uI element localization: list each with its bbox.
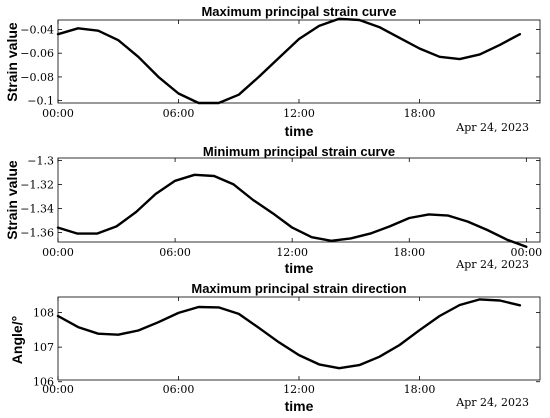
min-strain-plot-frame bbox=[57, 157, 541, 243]
min-strain-x-tick-label: 00:00 bbox=[510, 246, 542, 259]
strain-direction-x-tick-label: 06:00 bbox=[163, 383, 195, 396]
max-strain-x-tick-label: 12:00 bbox=[283, 107, 315, 120]
min-strain-x-tick-label: 12:00 bbox=[276, 246, 308, 259]
strain-direction-y-axis-label: Angle/° bbox=[9, 316, 25, 364]
strain-direction-series-line bbox=[56, 298, 522, 370]
min-strain-y-axis-label: Strain value bbox=[4, 160, 20, 240]
strain-direction-plot-frame bbox=[57, 296, 541, 381]
strain-direction-y-tick-label: 107 bbox=[33, 341, 54, 354]
max-strain-x-tick-label: 00:00 bbox=[42, 107, 74, 120]
min-strain-x-tick-label: 18:00 bbox=[393, 246, 425, 259]
max-strain-y-tick-label: −0.1 bbox=[27, 95, 54, 108]
min-strain-y-tick-label: −1.34 bbox=[20, 202, 54, 215]
max-strain-x-tick-label: 18:00 bbox=[404, 107, 436, 120]
min-strain-y-tick-label: −1.32 bbox=[20, 178, 54, 191]
min-strain-title: Minimum principal strain curve bbox=[203, 144, 395, 159]
max-strain-y-tick-label: −0.08 bbox=[20, 71, 54, 84]
min-strain-x-tick-label: 06:00 bbox=[159, 246, 191, 259]
strain-direction-x-axis-label: time bbox=[285, 398, 314, 414]
max-strain-title: Maximum principal strain curve bbox=[201, 4, 396, 19]
max-strain-date-offset: Apr 24, 2023 bbox=[455, 121, 529, 134]
min-strain-y-tick-label: −1.3 bbox=[27, 154, 54, 167]
strain-direction-x-tick-label: 12:00 bbox=[283, 383, 315, 396]
strain-direction-x-tick-label: 18:00 bbox=[404, 383, 436, 396]
max-strain-x-axis-label: time bbox=[285, 123, 314, 139]
min-strain-x-tick-label: 00:00 bbox=[42, 246, 74, 259]
max-strain-x-tick-label: 06:00 bbox=[163, 107, 195, 120]
max-strain-y-tick-label: −0.04 bbox=[20, 23, 54, 36]
strain-direction-x-tick-label: 00:00 bbox=[42, 383, 74, 396]
strain-direction-title: Maximum principal strain direction bbox=[191, 281, 406, 296]
min-strain-y-tick-label: −1.36 bbox=[20, 226, 54, 239]
min-strain-date-offset: Apr 24, 2023 bbox=[455, 258, 529, 271]
min-strain-x-axis-label: time bbox=[285, 260, 314, 276]
max-strain-y-tick-label: −0.06 bbox=[20, 47, 54, 60]
max-strain-plot-frame bbox=[57, 19, 541, 104]
max-strain-y-axis-label: Strain value bbox=[4, 22, 20, 102]
strain-direction-y-tick-label: 108 bbox=[33, 307, 54, 320]
min-strain-series-line bbox=[56, 173, 528, 249]
strain-direction-date-offset: Apr 24, 2023 bbox=[455, 396, 529, 409]
max-strain-series-line bbox=[56, 17, 522, 105]
strain-direction-y-tick-label: 106 bbox=[33, 376, 54, 389]
